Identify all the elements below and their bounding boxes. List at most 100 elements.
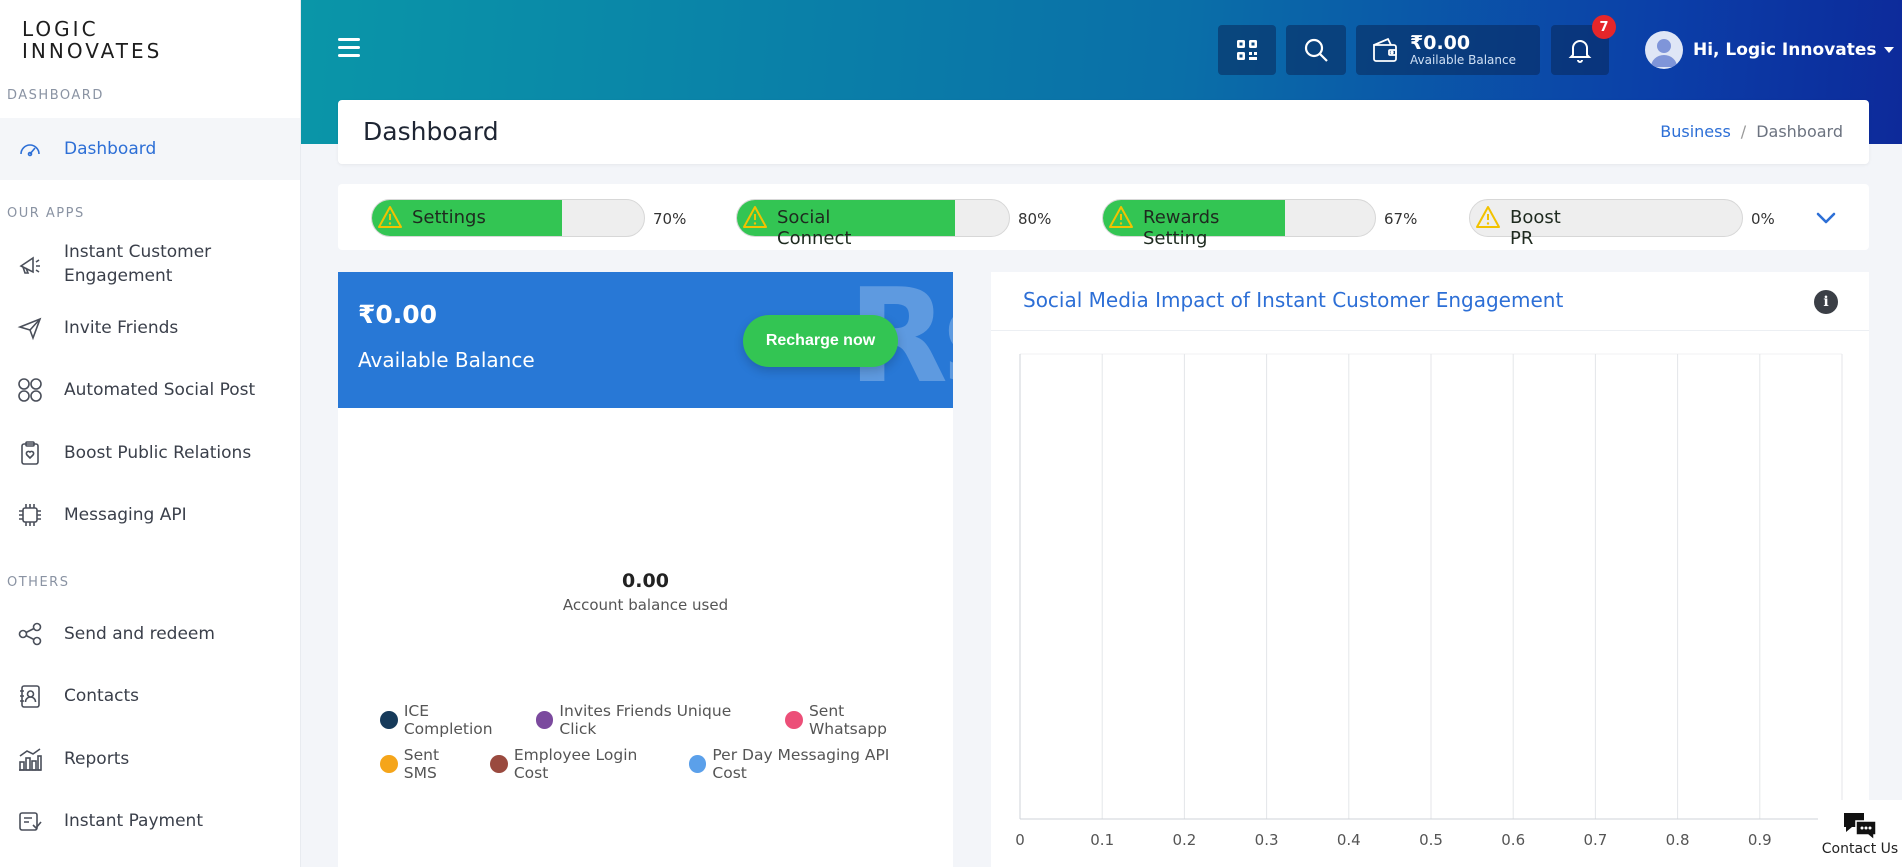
sidebar-item-label: Instant Payment (64, 811, 203, 831)
ice-label-line-2: Engagement (64, 266, 173, 286)
legend-dot (535, 711, 554, 729)
breadcrumb-business-link[interactable]: Business (1660, 122, 1731, 141)
legend-item[interactable]: Employee Login Cost (490, 746, 675, 782)
qr-code-button[interactable] (1218, 25, 1276, 75)
social-impact-chart: 0 0.1 0.2 0.3 0.4 0.5 0.6 0.7 0.8 0.9 (1015, 353, 1843, 849)
progress-track (736, 199, 1010, 237)
sidebar-item-messaging-api[interactable]: Messaging API (0, 500, 300, 530)
payment-icon (16, 807, 44, 835)
logo-line-2: INNOVATES (22, 39, 163, 63)
recharge-now-button[interactable]: Recharge now (743, 315, 898, 367)
sidebar-item-reports[interactable]: Reports (0, 744, 300, 774)
legend-label: ICE Completion (403, 702, 493, 738)
bell-icon (1568, 40, 1592, 63)
x-tick-label: 0.6 (1501, 831, 1525, 849)
legend-dot (380, 755, 398, 773)
clipboard-heart-icon (16, 439, 44, 467)
legend-label: Sent SMS (403, 746, 440, 782)
contact-book-icon (16, 682, 44, 710)
share-nodes-icon (16, 620, 44, 648)
progress-track (371, 199, 645, 237)
x-tick-label: 0.8 (1666, 831, 1690, 849)
progress-fill (372, 200, 563, 236)
search-icon (1304, 38, 1328, 62)
sidebar-item-label: Dashboard (64, 139, 157, 159)
notification-badge: 7 (1592, 15, 1616, 39)
progress-fill (737, 200, 955, 236)
legend-item[interactable]: Sent SMS (380, 746, 476, 782)
contact-us-button[interactable]: Contact Us (1818, 800, 1902, 867)
megaphone-icon (16, 251, 44, 279)
chat-bubbles-icon (1844, 812, 1877, 841)
menu-toggle-icon[interactable] (338, 38, 360, 60)
progress-track (1102, 199, 1376, 237)
sidebar-item-automated-social-post[interactable]: Automated Social Post (0, 375, 300, 405)
chevron-down-icon (1884, 47, 1895, 53)
progress-label: Settings (412, 207, 486, 228)
x-tick-label: 0.1 (1090, 831, 1114, 849)
logo[interactable]: LOGIC INNOVATES (22, 18, 162, 62)
progress-label: Boost PR (1510, 207, 1561, 249)
page-title-bar: Dashboard Business / Dashboard (338, 100, 1869, 164)
bar-chart-icon (16, 745, 44, 773)
wallet-balance-button[interactable]: ₹0.00 Available Balance (1356, 25, 1540, 75)
sidebar-item-label: Invite Friends (64, 318, 179, 338)
qr-code-icon (1237, 40, 1257, 60)
progress-percent: 0% (1751, 210, 1775, 228)
avatar (1645, 31, 1683, 69)
balance-used-label: Account balance used (562, 596, 729, 614)
logo-line-1: LOGIC (22, 17, 99, 41)
social-impact-chart-card: Social Media Impact of Instant Customer … (991, 272, 1869, 867)
progress-label: Social Connect (777, 207, 852, 249)
legend-item[interactable]: Sent Whatsapp (785, 702, 926, 738)
sidebar-item-label: Contacts (64, 686, 139, 706)
legend-label: Employee Login Cost (513, 746, 638, 782)
sidebar-item-instant-customer-engagement[interactable]: Instant Customer Engagement (0, 240, 300, 290)
sidebar-item-label: Messaging API (64, 505, 187, 525)
sidebar-item-contacts[interactable]: Contacts (0, 681, 300, 711)
chart-divider (991, 330, 1869, 331)
legend-label: Per Day Messaging API Cost (712, 746, 890, 782)
section-label-dashboard: DASHBOARD (7, 88, 104, 103)
sidebar-item-label: Instant Customer Engagement (64, 240, 211, 288)
sidebar: LOGIC INNOVATES DASHBOARD Dashboard OUR … (0, 0, 301, 867)
progress-percent: 70% (653, 210, 687, 228)
user-menu[interactable]: Hi, Logic Innovates (1645, 31, 1895, 69)
warning-icon (1476, 206, 1500, 228)
paper-plane-icon (16, 314, 44, 342)
api-chip-icon (16, 501, 44, 529)
legend-dot (490, 755, 508, 773)
wallet-label: Available Balance (1410, 53, 1516, 67)
legend-dot (688, 755, 707, 773)
search-button[interactable] (1286, 25, 1346, 75)
legend-item[interactable]: ICE Completion (380, 702, 522, 738)
speedometer-icon (16, 135, 44, 163)
sidebar-item-boost-public-relations[interactable]: Boost Public Relations (0, 438, 300, 468)
sidebar-item-send-and-redeem[interactable]: Send and redeem (0, 619, 300, 649)
progress-label: Rewards Setting (1143, 207, 1220, 249)
sidebar-item-label: Boost Public Relations (64, 443, 252, 463)
sidebar-item-label: Automated Social Post (64, 380, 256, 400)
balance-legend: ICE Completion Invites Friends Unique Cl… (380, 702, 940, 790)
progress-fill (1103, 200, 1286, 236)
sidebar-item-invite-friends[interactable]: Invite Friends (0, 313, 300, 343)
progress-percent: 80% (1018, 210, 1052, 228)
x-tick-label: 0.5 (1419, 831, 1443, 849)
warning-icon (1109, 206, 1133, 228)
sidebar-item-dashboard[interactable]: Dashboard (0, 118, 300, 180)
user-avatar-icon (1651, 39, 1677, 67)
social-grid-icon (16, 376, 44, 404)
legend-item[interactable]: Invites Friends Unique Click (535, 702, 772, 738)
balance-amount: ₹0.00 (358, 300, 438, 329)
x-tick-label: 0.4 (1337, 831, 1361, 849)
progress-track (1469, 199, 1743, 237)
sidebar-item-label: Send and redeem (64, 624, 215, 644)
contact-us-label: Contact Us (1821, 840, 1899, 857)
sidebar-item-instant-payment[interactable]: Instant Payment (0, 806, 300, 836)
legend-item[interactable]: Per Day Messaging API Cost (688, 746, 926, 782)
setup-progress-strip: Settings 70% Social Connect 80% Rewards … (338, 184, 1869, 250)
legend-dot (785, 711, 803, 729)
chevron-down-icon[interactable] (1814, 206, 1838, 230)
info-icon[interactable]: i (1814, 290, 1838, 314)
page-title: Dashboard (363, 117, 499, 146)
